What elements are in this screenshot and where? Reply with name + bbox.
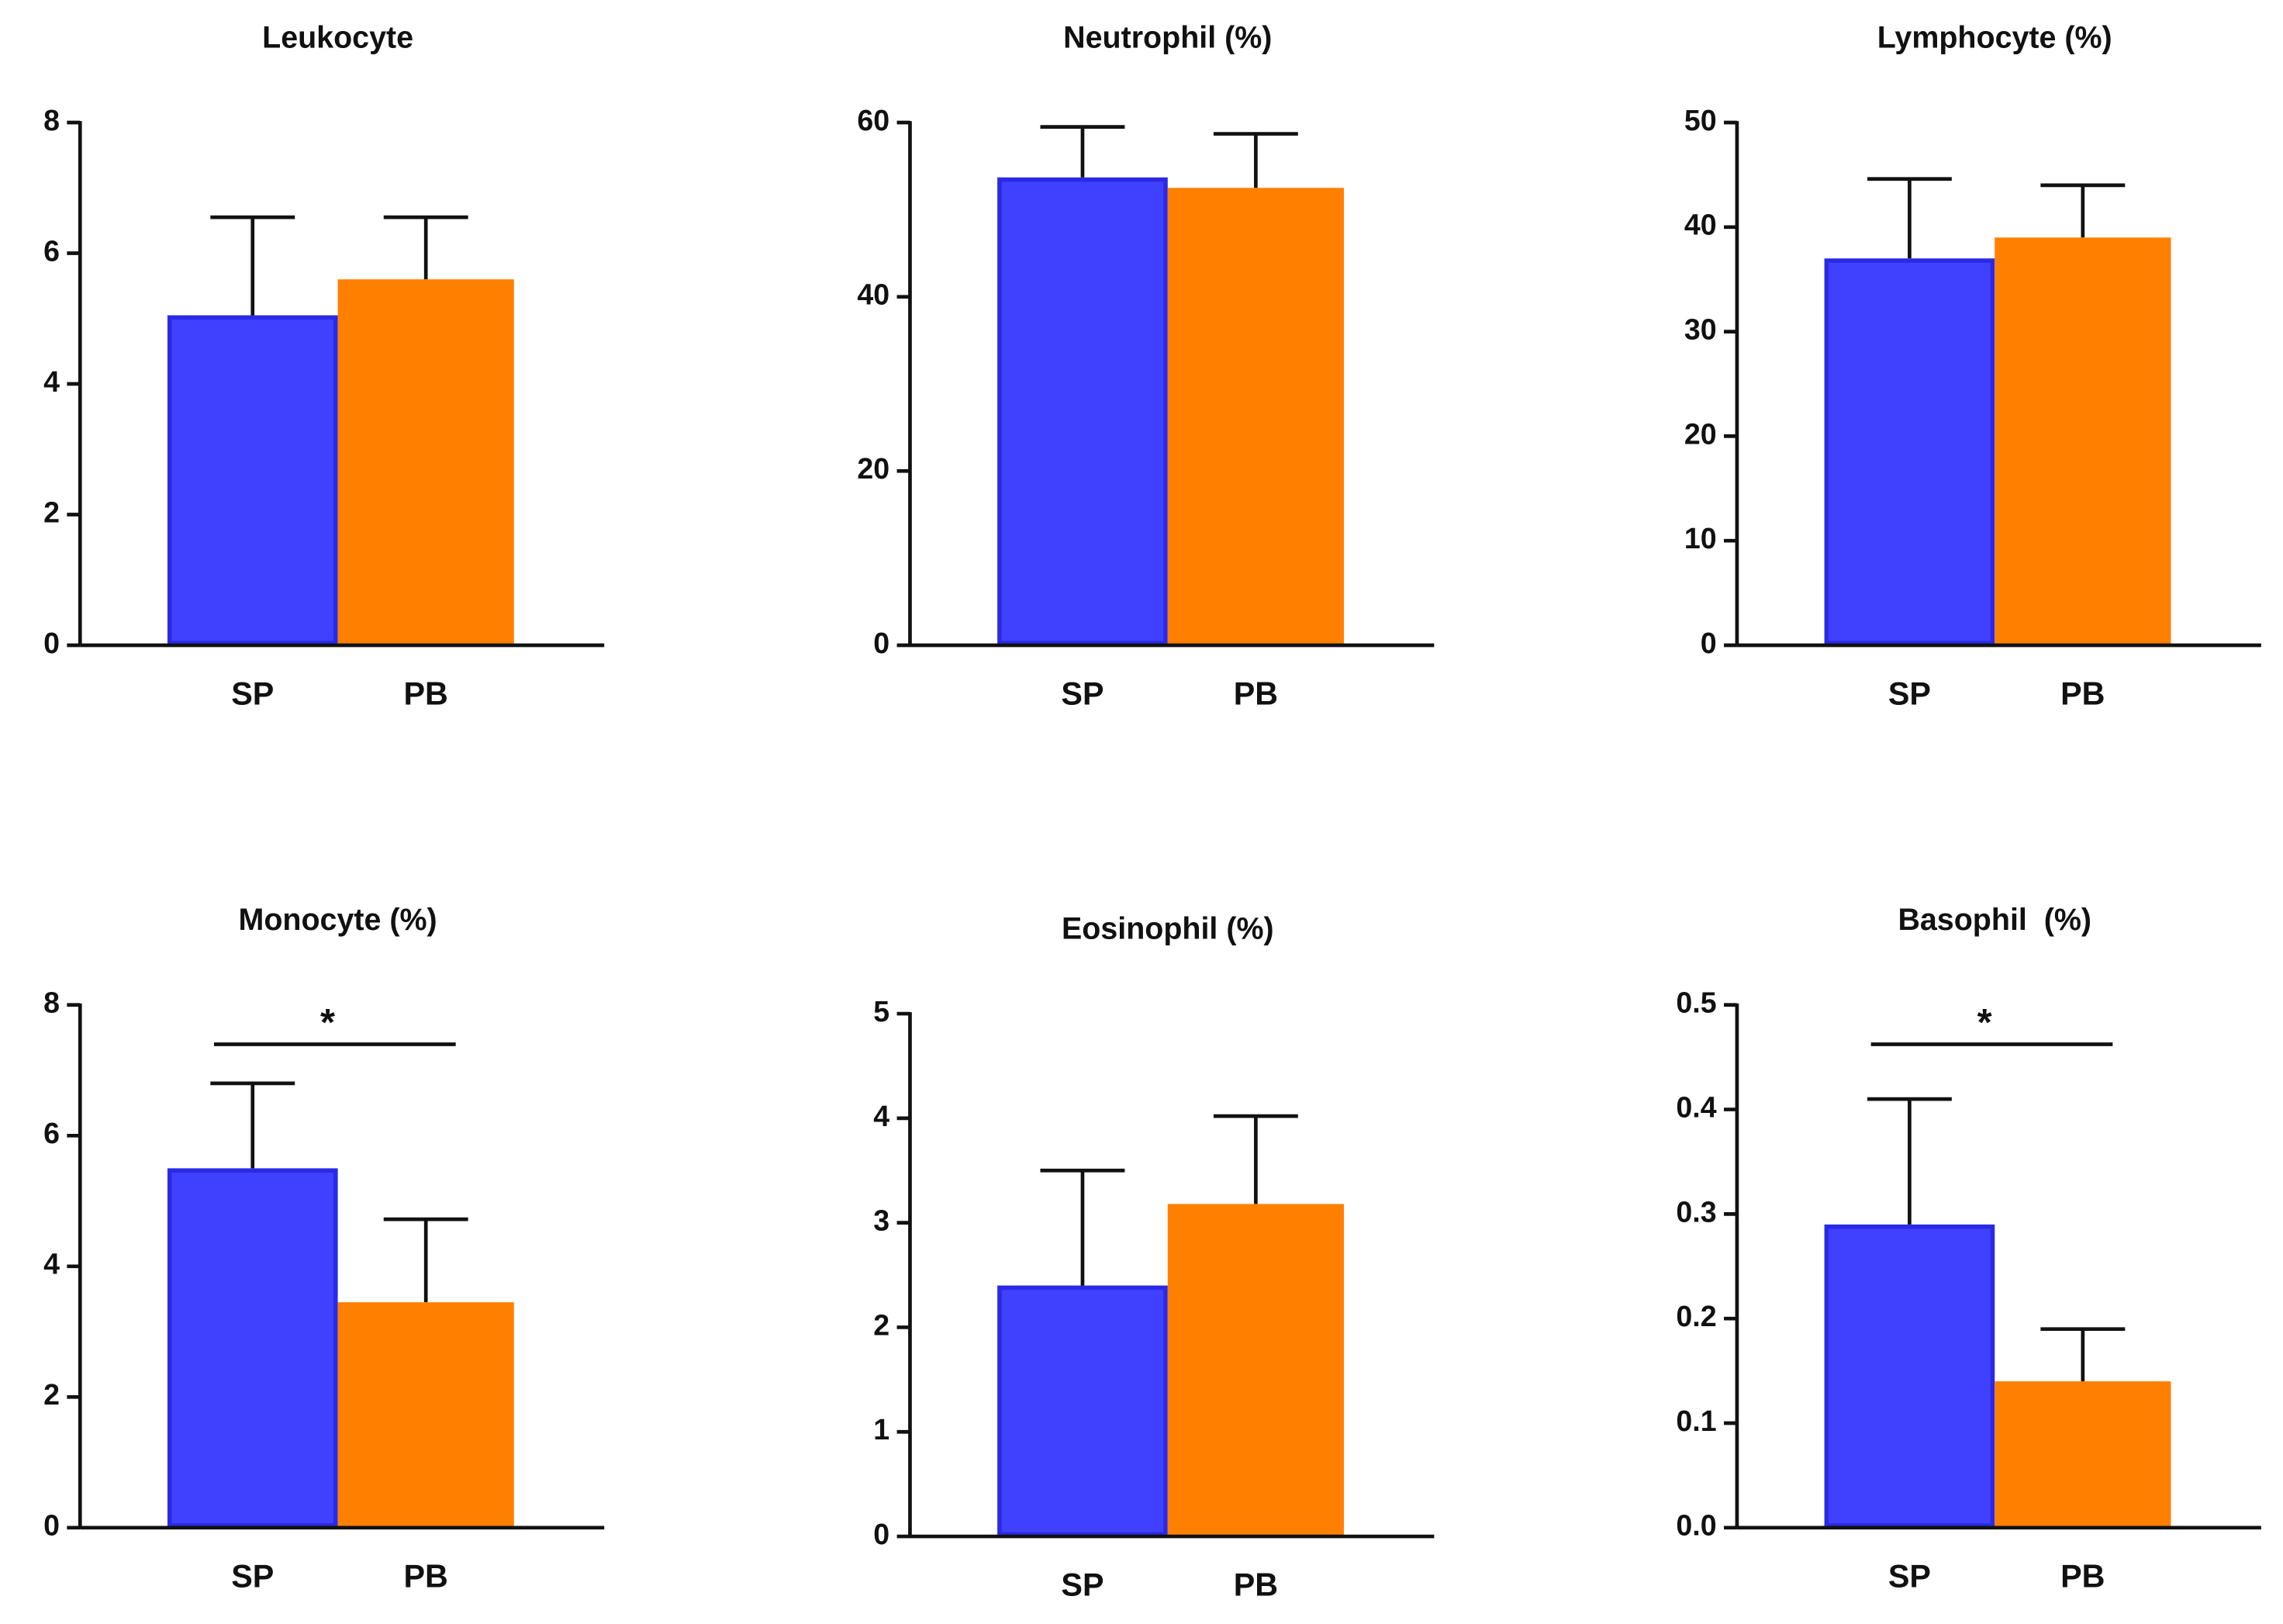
bar xyxy=(337,1302,514,1528)
bar xyxy=(1167,1204,1344,1537)
x-tick-label: PB xyxy=(1234,1567,1278,1603)
significance-label: * xyxy=(1977,1002,1992,1044)
y-tick-label: 8 xyxy=(43,104,60,136)
chart-title: Eosinophil (%) xyxy=(1062,911,1274,945)
y-tick-label: 3 xyxy=(873,1204,889,1237)
y-tick-label: 50 xyxy=(1684,104,1717,136)
bar xyxy=(167,1168,338,1528)
y-tick-label: 4 xyxy=(43,1248,60,1280)
y-tick-label: 0.4 xyxy=(1676,1091,1716,1124)
chart-title: Leukocyte xyxy=(262,20,413,54)
x-tick-label: PB xyxy=(403,1558,447,1594)
chart-title: Lymphocyte (%) xyxy=(1877,20,2112,54)
y-tick-label: 4 xyxy=(43,365,60,398)
x-tick-label: SP xyxy=(1061,1567,1104,1603)
chart-title: Monocyte (%) xyxy=(239,903,437,937)
significance-label: * xyxy=(320,1002,335,1044)
y-tick-label: 0 xyxy=(43,627,60,659)
bar xyxy=(1824,258,1995,646)
y-tick-label: 40 xyxy=(1684,209,1717,241)
y-tick-label: 5 xyxy=(873,995,889,1028)
y-tick-label: 6 xyxy=(43,234,60,267)
x-tick-label: PB xyxy=(2060,1558,2105,1594)
bar xyxy=(1824,1224,1995,1528)
y-tick-label: 4 xyxy=(873,1100,889,1132)
chart-title: Neutrophil (%) xyxy=(1063,20,1272,54)
y-tick-label: 60 xyxy=(857,104,889,136)
y-tick-label: 6 xyxy=(43,1117,60,1149)
y-tick-label: 0 xyxy=(43,1509,60,1542)
x-tick-label: SP xyxy=(231,676,274,712)
y-tick-label: 0 xyxy=(873,627,889,659)
bar xyxy=(1995,237,2171,646)
bar xyxy=(337,279,514,646)
bar xyxy=(997,177,1168,646)
y-tick-label: 2 xyxy=(873,1308,889,1341)
y-tick-label: 0 xyxy=(1701,627,1717,659)
y-tick-label: 20 xyxy=(1684,417,1717,450)
y-tick-label: 20 xyxy=(857,452,889,485)
y-tick-label: 0.2 xyxy=(1676,1300,1716,1332)
x-tick-label: SP xyxy=(1888,676,1931,712)
y-tick-label: 0.1 xyxy=(1676,1405,1716,1437)
y-tick-label: 2 xyxy=(43,1378,60,1411)
y-tick-label: 2 xyxy=(43,496,60,528)
y-tick-label: 10 xyxy=(1684,522,1717,555)
y-tick-label: 40 xyxy=(857,278,889,311)
bar xyxy=(1167,188,1344,646)
y-tick-label: 0.0 xyxy=(1676,1509,1716,1542)
bar xyxy=(1995,1381,2171,1528)
y-tick-label: 30 xyxy=(1684,313,1717,346)
bar xyxy=(997,1285,1168,1537)
bar xyxy=(167,315,338,646)
x-tick-label: SP xyxy=(1888,1558,1931,1594)
y-tick-label: 0 xyxy=(873,1518,889,1550)
x-tick-label: PB xyxy=(1234,676,1278,712)
chart-title: Basophil (%) xyxy=(1898,903,2091,937)
x-tick-label: SP xyxy=(231,1558,274,1594)
x-tick-label: SP xyxy=(1061,676,1104,712)
y-tick-label: 1 xyxy=(873,1413,889,1446)
y-tick-label: 0.3 xyxy=(1676,1195,1716,1228)
y-tick-label: 0.5 xyxy=(1676,986,1716,1019)
y-tick-label: 8 xyxy=(43,986,60,1019)
x-tick-label: PB xyxy=(2060,676,2105,712)
x-tick-label: PB xyxy=(403,676,447,712)
